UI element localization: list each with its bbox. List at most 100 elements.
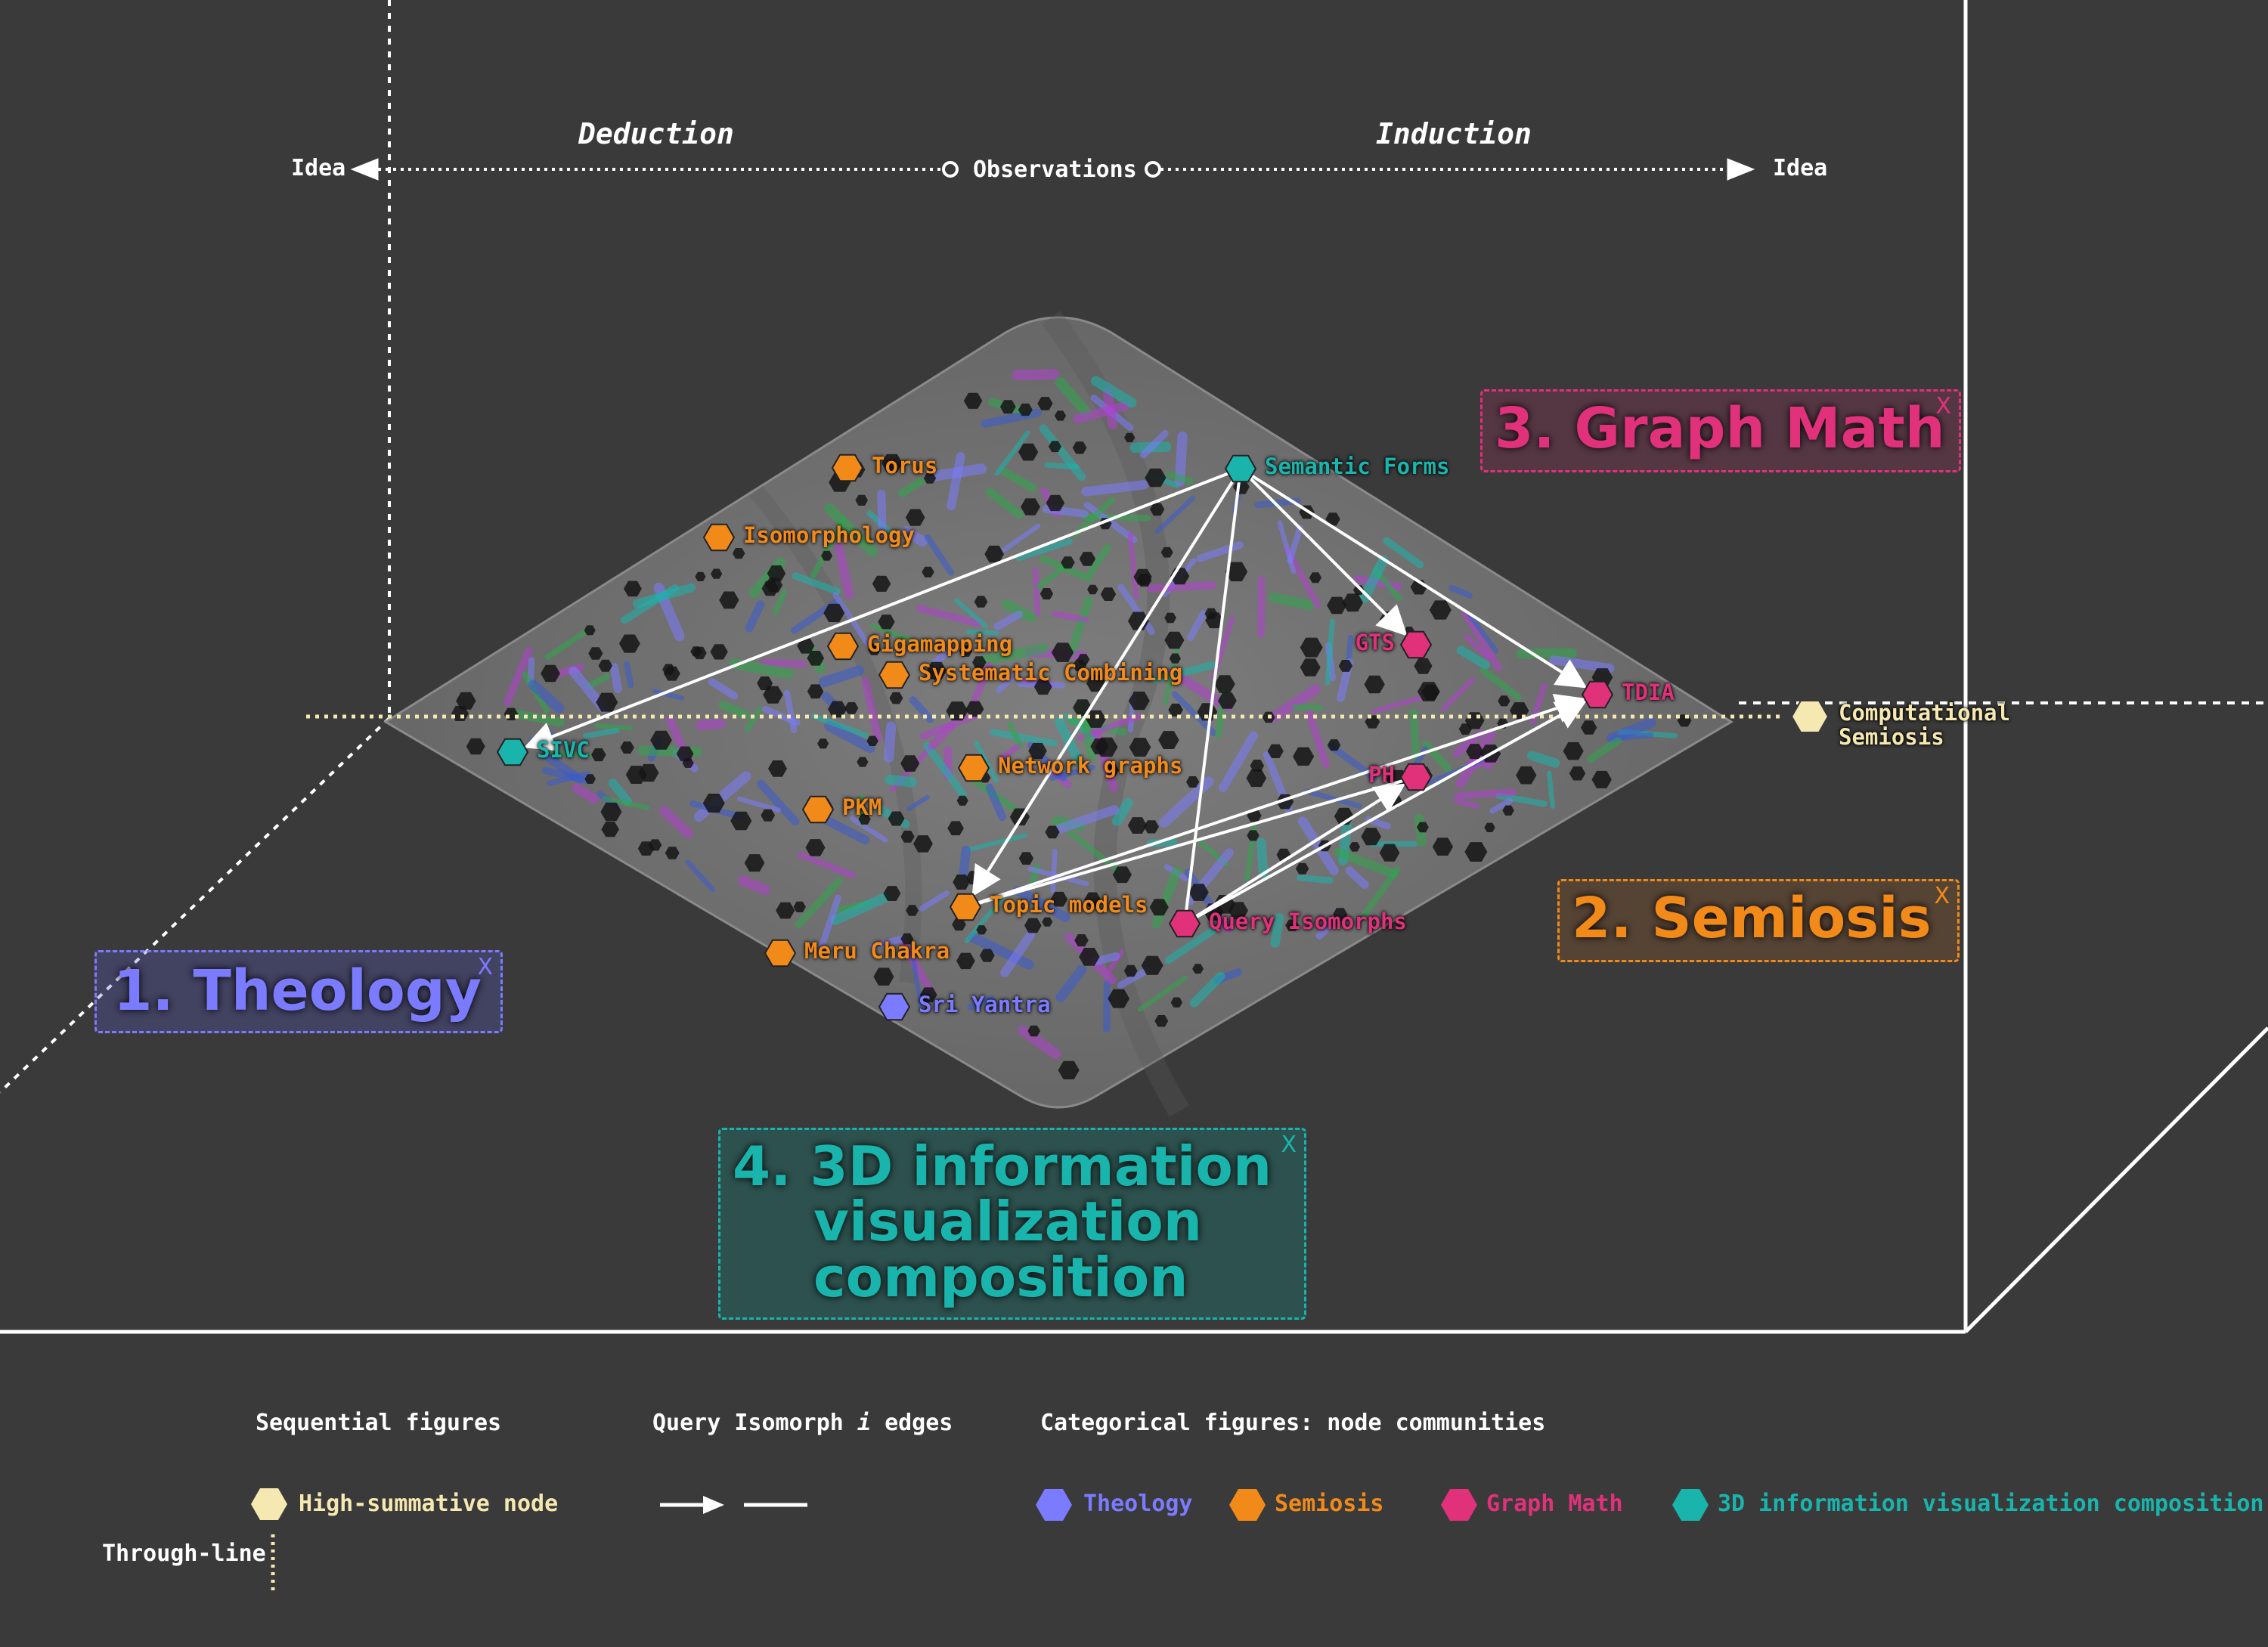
texture-edge (685, 859, 715, 893)
edge-topic-models-to-ph[interactable] (965, 779, 1405, 909)
node-pkm[interactable] (801, 795, 835, 824)
node-gts[interactable] (1399, 630, 1433, 659)
texture-node (1246, 769, 1267, 788)
theology-box[interactable]: 1. Theology X (94, 950, 503, 1033)
edge-query-isomorphs-to-tdia[interactable] (1184, 700, 1587, 925)
texture-edge (608, 779, 632, 806)
texture-node (618, 634, 640, 653)
node-sivc[interactable] (496, 738, 529, 766)
edge-semantic-forms-to-sivc[interactable] (523, 467, 1241, 751)
texture-edge (818, 665, 865, 688)
texture-node (1160, 546, 1173, 558)
theology-close-icon[interactable]: X (477, 954, 493, 980)
texture-node (1079, 948, 1100, 966)
texture-node (1250, 760, 1265, 772)
node-isomorphology[interactable] (702, 523, 736, 552)
node-network-graphs[interactable] (957, 754, 990, 782)
texture-node (1100, 587, 1117, 601)
edge-query-isomorphs-to-ph[interactable] (1183, 783, 1406, 925)
texture-node (1327, 739, 1341, 751)
texture-node (878, 615, 895, 630)
texture-node (972, 656, 987, 669)
texture-node (823, 603, 845, 622)
viz3d-close-icon[interactable]: X (1281, 1132, 1297, 1158)
texture-node (1124, 432, 1136, 443)
texture-node (926, 661, 947, 680)
edge-semantic-forms-to-gts[interactable] (1239, 467, 1408, 636)
texture-edge (594, 723, 634, 731)
texture-node (922, 566, 934, 577)
edge-semantic-forms-to-tdia[interactable] (1239, 467, 1588, 689)
texture-node (1090, 738, 1109, 754)
texture-node (889, 692, 903, 704)
node-tdia[interactable] (1581, 680, 1614, 709)
texture-edge (1359, 555, 1389, 603)
node-semantic-forms[interactable] (1224, 454, 1257, 483)
texture-node (963, 392, 983, 409)
node-label-gts: GTS (1355, 630, 1395, 655)
semiosis-box[interactable]: 2. Semiosis X (1557, 879, 1960, 962)
texture-edge (869, 623, 931, 649)
node-torus[interactable] (831, 454, 864, 482)
viz3d-box[interactable]: 4. 3D information visualization composit… (718, 1128, 1306, 1320)
node-systematic-combining[interactable] (878, 661, 911, 689)
node-query-isomorphs[interactable] (1168, 909, 1201, 938)
edge-topic-models-to-tdia[interactable] (965, 693, 1586, 909)
node-topic-models[interactable] (949, 893, 982, 921)
texture-edge (931, 645, 955, 667)
node-sri-yantra[interactable] (878, 992, 911, 1021)
theology-box-title: 1. Theology (113, 958, 482, 1023)
texture-node (1127, 817, 1148, 834)
texture-edge (885, 774, 917, 788)
texture-node (1123, 964, 1138, 977)
texture-node (624, 580, 642, 597)
node-meru-chakra[interactable] (764, 939, 797, 967)
computational-semiosis-label: Computational Semiosis (1839, 701, 2010, 750)
texture-edge (947, 452, 965, 511)
texture-node (979, 949, 995, 962)
texture-edge (512, 709, 565, 727)
node-gigamapping[interactable] (826, 632, 860, 661)
texture-edge (792, 572, 841, 595)
texture-node (732, 548, 745, 559)
texture-node (650, 730, 672, 750)
texture-edge (761, 658, 807, 668)
texture-node (1325, 512, 1340, 526)
texture-edge (1452, 729, 1485, 758)
node-ph[interactable] (1399, 763, 1433, 791)
texture-edge (1409, 708, 1421, 760)
legend-theology-label: Theology (1083, 1491, 1193, 1517)
texture-edge (1464, 633, 1492, 661)
texture-node (591, 748, 606, 762)
texture-edge (953, 598, 988, 629)
texture-edge (861, 676, 882, 743)
texture-edge (974, 740, 999, 783)
legend-query-edges-title: Query Isomorph i edges (652, 1410, 953, 1436)
texture-edge (883, 721, 897, 763)
texture-node (1058, 1060, 1080, 1079)
texture-node (900, 755, 920, 772)
texture-edge (1297, 875, 1334, 884)
texture-node (797, 638, 815, 654)
texture-edge (1269, 593, 1314, 611)
texture-edge (1073, 401, 1130, 424)
texture-node (1158, 731, 1179, 749)
semiosis-close-icon[interactable]: X (1934, 883, 1950, 909)
texture-edge (1050, 848, 1058, 893)
texture-edge (923, 741, 967, 799)
deduction-induction-axis (350, 158, 1755, 181)
texture-node (1300, 637, 1323, 658)
query-isomorph-edges (523, 467, 1588, 925)
graphmath-box[interactable]: 3. Graph Math X (1480, 389, 1961, 472)
texture-edge (869, 935, 906, 950)
texture-node (947, 821, 964, 836)
graphmath-close-icon[interactable]: X (1935, 393, 1951, 419)
edge-semantic-forms-to-topic-models[interactable] (971, 467, 1242, 897)
edge-semantic-forms-to-query-isomorphs[interactable] (1185, 468, 1242, 912)
texture-node (761, 809, 776, 822)
texture-node (1464, 842, 1488, 862)
texture-node (1170, 997, 1183, 1008)
computational-semiosis-node[interactable] (1790, 700, 1830, 733)
texture-node (1186, 776, 1200, 788)
texture-node (1018, 403, 1033, 416)
